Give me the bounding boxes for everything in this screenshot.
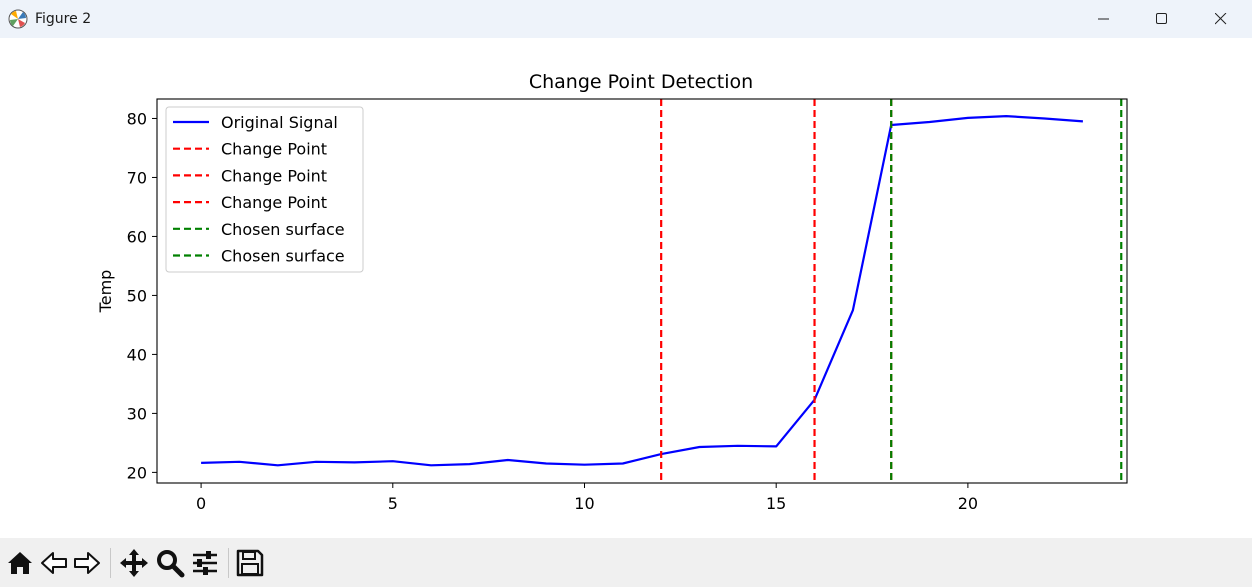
y-tick-label: 40 xyxy=(127,345,147,364)
legend: Original Signal Change Point Change Point C… xyxy=(165,106,364,273)
legend-label: Change Point xyxy=(221,140,327,159)
figure-canvas[interactable]: Change Point Detection Temp 0 5 10 15 20 20 30… xyxy=(0,38,1252,538)
save-button[interactable] xyxy=(234,547,266,579)
legend-label: Chosen surface xyxy=(221,220,345,239)
legend-label: Chosen surface xyxy=(221,247,345,266)
legend-box xyxy=(165,106,364,273)
y-tick-label: 70 xyxy=(127,168,147,187)
plot-area xyxy=(201,99,1123,483)
x-tick-label: 20 xyxy=(958,494,978,513)
home-icon xyxy=(8,552,32,574)
move-icon xyxy=(120,549,148,577)
x-tick-label: 15 xyxy=(766,494,786,513)
y-tick-label: 60 xyxy=(127,227,147,246)
y-tick-label: 50 xyxy=(127,286,147,305)
sliders-icon xyxy=(193,551,217,575)
toolbar-separator xyxy=(228,548,229,578)
plot-clip-group xyxy=(201,99,1123,483)
y-tick-label: 20 xyxy=(127,463,147,482)
forward-arrow-icon xyxy=(74,552,100,574)
legend-label: Change Point xyxy=(221,193,327,212)
home-button[interactable] xyxy=(4,547,36,579)
maximize-icon xyxy=(1156,13,1167,24)
zoom-button[interactable] xyxy=(154,547,186,579)
configure-subplots-button[interactable] xyxy=(189,547,221,579)
axes-frame xyxy=(156,98,1128,484)
back-button[interactable] xyxy=(38,547,70,579)
back-arrow-icon xyxy=(41,552,67,574)
matplotlib-app-icon xyxy=(8,9,28,29)
minimize-icon xyxy=(1098,18,1109,20)
x-tick-label: 0 xyxy=(196,494,206,513)
pan-button[interactable] xyxy=(118,547,150,579)
magnifier-icon xyxy=(157,550,185,578)
close-icon xyxy=(1215,13,1227,25)
window-title: Figure 2 xyxy=(35,11,92,27)
maximize-button[interactable] xyxy=(1134,0,1190,38)
y-tick-label: 80 xyxy=(127,109,147,128)
floppy-icon xyxy=(236,549,264,577)
toolbar-separator xyxy=(110,548,111,578)
y-tick-label: 30 xyxy=(127,404,147,423)
x-tick-label: 5 xyxy=(388,494,398,513)
legend-label: Change Point xyxy=(221,166,327,185)
close-button[interactable] xyxy=(1193,0,1249,38)
legend-label: Original Signal xyxy=(221,113,338,132)
x-tick-label: 10 xyxy=(574,494,594,513)
series-line-original-signal xyxy=(201,114,1083,467)
y-axis-label: Temp xyxy=(96,270,115,314)
window-titlebar: Figure 2 xyxy=(0,0,1252,38)
chart-title: Change Point Detection xyxy=(529,71,753,93)
navigation-toolbar xyxy=(0,538,1252,587)
chart: Change Point Detection Temp 0 5 10 15 20 20 30… xyxy=(96,71,1128,513)
forward-button[interactable] xyxy=(71,547,103,579)
axes: 0 5 10 15 20 20 30 40 50 60 70 80 xyxy=(127,98,1128,513)
minimize-button[interactable] xyxy=(1076,0,1132,38)
